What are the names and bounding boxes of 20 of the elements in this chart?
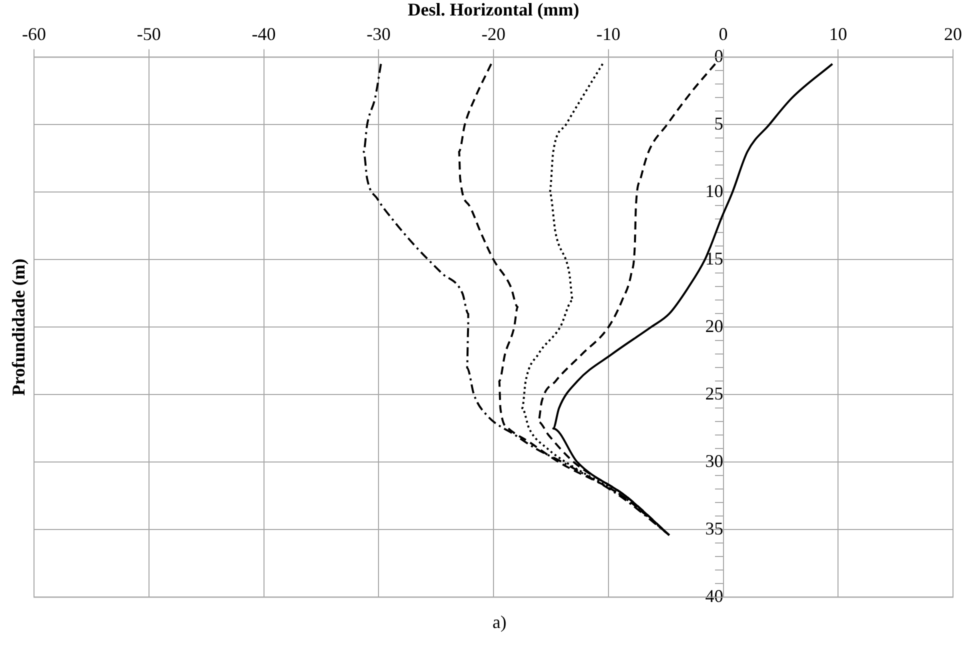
x-tick-label: -50: [136, 24, 161, 44]
y-tick-label: 0: [714, 46, 724, 66]
y-axis-title: Profundidade (m): [8, 258, 29, 396]
text: a): [492, 612, 508, 633]
y-tick-label: 10: [705, 180, 724, 201]
x-tick-label: -10: [596, 24, 620, 44]
x-tick-label: -40: [252, 24, 276, 44]
x-tick-label: -30: [366, 24, 391, 44]
y-tick-label: 25: [705, 383, 724, 404]
y-tick-label: 20: [705, 316, 724, 336]
x-tick-label: 10: [829, 24, 848, 44]
y-tick-label: 30: [705, 450, 724, 471]
y-tick-label: 35: [705, 518, 724, 538]
x-axis-title: Desl. Horizontal (mm): [408, 0, 580, 20]
x-tick-label: -60: [22, 24, 46, 44]
y-tick-label: 5: [714, 113, 724, 134]
x-tick-label: 20: [944, 24, 962, 44]
x-tick-label: -20: [482, 24, 506, 44]
y-tick-label: 40: [705, 586, 724, 606]
y-tick-label: 15: [705, 248, 724, 268]
